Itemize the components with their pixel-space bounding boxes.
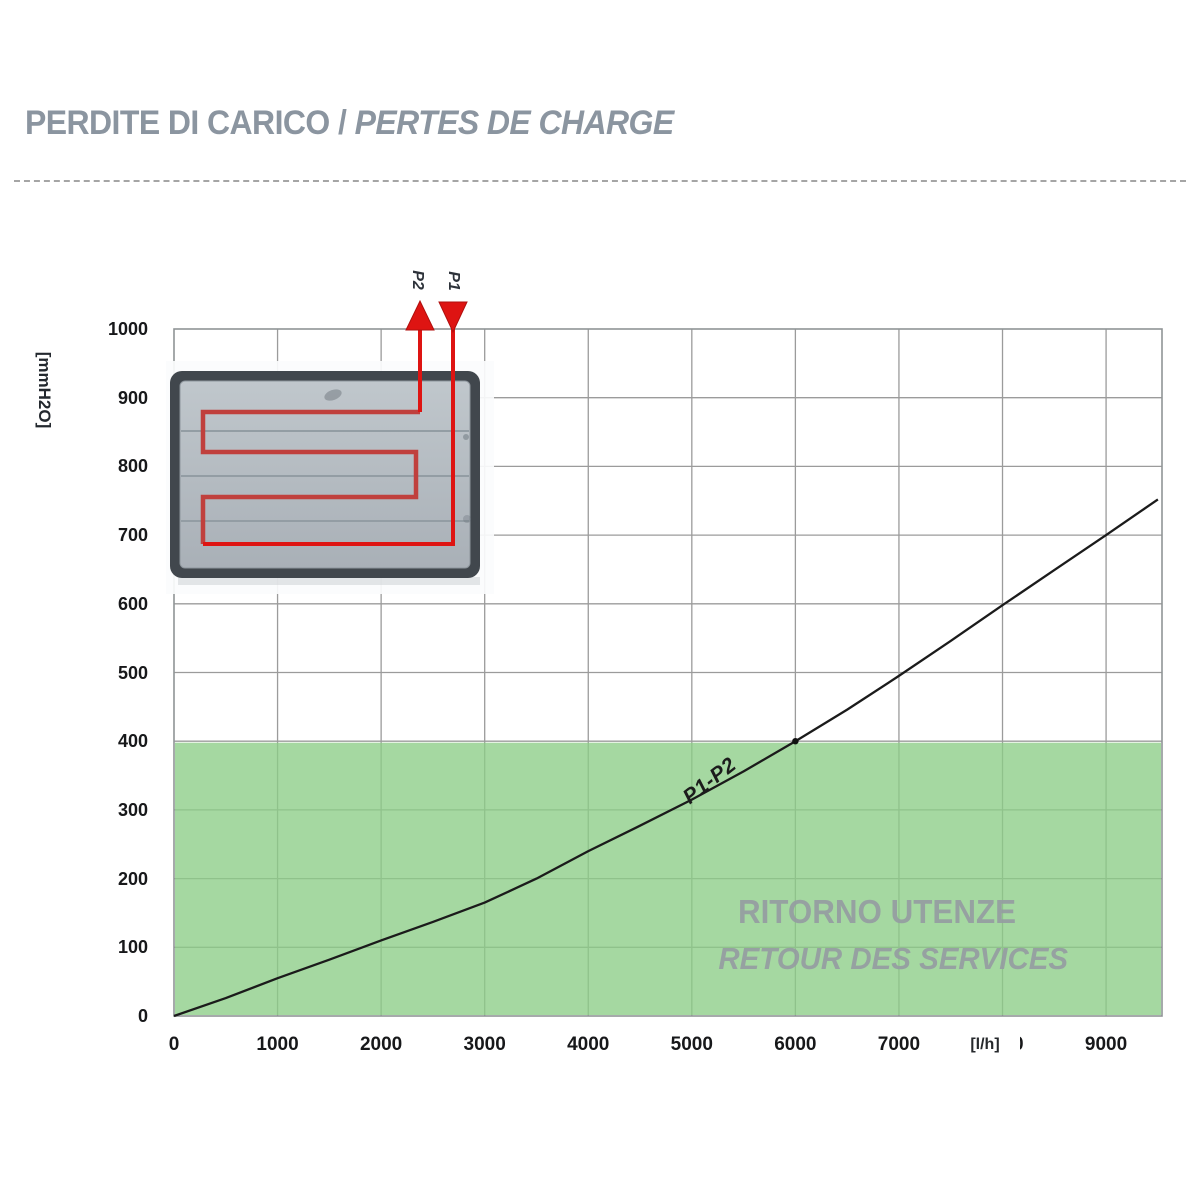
dashed-divider xyxy=(14,180,1186,182)
x-tick-label: 7000 xyxy=(877,1034,921,1055)
y-tick-label: 300 xyxy=(117,799,148,820)
x-tick-label: 9000 xyxy=(1084,1034,1128,1055)
arrowhead-p1-down xyxy=(438,301,468,334)
inset-smudge xyxy=(324,389,342,401)
inset-smudge xyxy=(463,515,471,523)
curve-marker-dot xyxy=(792,738,799,745)
x-tick-label: 4000 xyxy=(567,1034,610,1055)
y-tick-label: 600 xyxy=(117,593,148,614)
x-tick-label: 3000 xyxy=(463,1034,506,1055)
plot-border xyxy=(173,328,1163,1017)
x-tick-label: 2000 xyxy=(359,1034,403,1055)
arrowhead-p2-up xyxy=(405,299,435,331)
y-tick-label: 1000 xyxy=(107,319,148,339)
page-title: PERDITE DI CARICO / PERTES DE CHARGE xyxy=(25,104,674,143)
curve-p1-p2 xyxy=(173,498,1159,1018)
x-tick-label: 6000 xyxy=(774,1034,817,1055)
title-french: PERTES DE CHARGE xyxy=(354,104,675,142)
y-tick-label: 100 xyxy=(117,937,148,958)
x-tick-label: 1000 xyxy=(256,1034,299,1055)
y-tick-label: 200 xyxy=(117,868,148,889)
zone-watermark-line2: RETOUR DES SERVICES xyxy=(718,941,1069,976)
y-tick-label: 400 xyxy=(117,731,148,752)
zone-watermark-line1: RITORNO UTENZE xyxy=(737,893,1017,930)
coil-serpentine xyxy=(200,409,420,544)
y-tick-label: 800 xyxy=(117,456,148,477)
y-tick-label: 900 xyxy=(117,387,148,408)
inset-smudge xyxy=(463,434,469,440)
x-tick-label: 5000 xyxy=(670,1034,713,1055)
title-italian: PERDITE DI CARICO / xyxy=(25,104,355,142)
x-axis-unit-label: [l/h] xyxy=(950,1032,1020,1058)
coil-inlet-p1 xyxy=(203,305,455,546)
inset-panel-face xyxy=(179,380,471,569)
inset-panel-shadow xyxy=(178,577,480,585)
y-tick-label: 700 xyxy=(117,525,148,546)
y-axis-unit-label: [mmH2O] xyxy=(35,351,54,429)
inset-arrow-label-p1: P1 xyxy=(445,271,462,291)
return-zone-area xyxy=(175,742,1161,1015)
inset-arrow-label-p2: P2 xyxy=(409,270,426,290)
x-tick-label: 0 xyxy=(168,1034,180,1055)
y-tick-label: 0 xyxy=(137,1006,148,1026)
y-tick-label: 500 xyxy=(117,662,148,683)
